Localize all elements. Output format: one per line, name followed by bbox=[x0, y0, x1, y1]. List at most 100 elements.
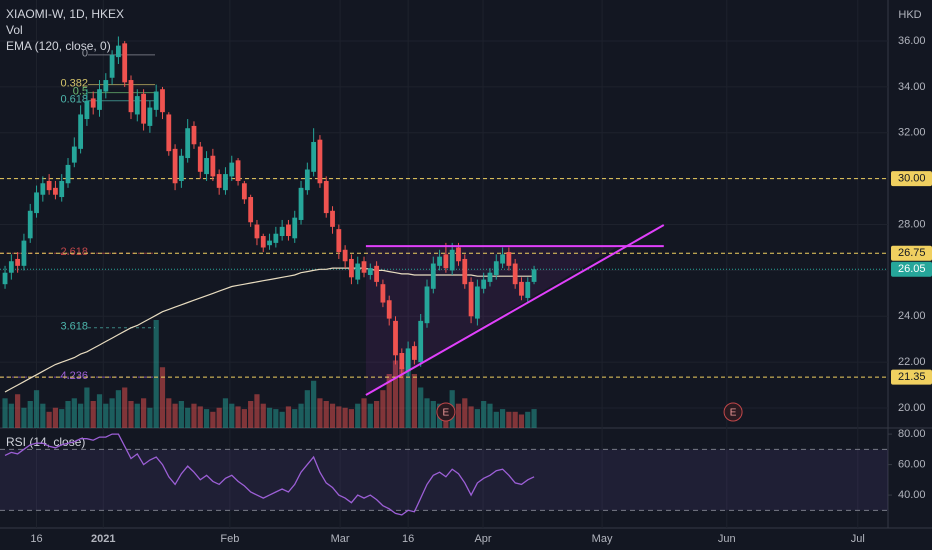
candle-body bbox=[336, 229, 342, 253]
candle-body bbox=[267, 240, 272, 246]
candle-body bbox=[512, 263, 518, 285]
volume-bar bbox=[512, 411, 518, 428]
price-line-tag bbox=[891, 245, 932, 261]
current-price-tag bbox=[891, 261, 932, 277]
candle-body bbox=[342, 249, 348, 262]
volume-bar bbox=[84, 387, 90, 428]
volume-bar bbox=[96, 394, 103, 428]
volume-bar bbox=[40, 403, 46, 428]
candle-body bbox=[330, 210, 335, 227]
candle-body bbox=[21, 240, 27, 266]
volume-bar bbox=[418, 387, 424, 428]
candle-body bbox=[27, 210, 33, 239]
candle-body bbox=[40, 183, 46, 195]
candle-body bbox=[8, 261, 14, 273]
volume-bar bbox=[140, 398, 147, 428]
candle-body bbox=[500, 254, 505, 264]
volume-bar bbox=[128, 401, 134, 428]
volume-bar bbox=[348, 409, 355, 428]
volume-bar bbox=[266, 407, 273, 428]
candle-body bbox=[279, 226, 285, 237]
candle-body bbox=[166, 114, 172, 152]
fib-label: 0.5 bbox=[73, 86, 88, 98]
volume-bar bbox=[455, 403, 462, 428]
volume-bar bbox=[493, 411, 499, 428]
y-tick-label: 22.00 bbox=[898, 356, 926, 368]
volume-bar bbox=[518, 414, 525, 428]
price-line-tag bbox=[891, 171, 932, 187]
candle-body bbox=[430, 263, 436, 289]
candle-body bbox=[412, 346, 417, 360]
price-line-label: 30.00 bbox=[898, 173, 926, 185]
candle-body bbox=[90, 98, 96, 108]
candle-body bbox=[474, 286, 480, 319]
candle-body bbox=[449, 249, 455, 271]
candle-body bbox=[399, 352, 405, 370]
volume-bar bbox=[185, 407, 191, 428]
rsi-line bbox=[4, 433, 535, 516]
volume-bar bbox=[506, 411, 512, 428]
volume-bar bbox=[103, 403, 109, 428]
volume-bar bbox=[122, 387, 128, 428]
volume-bar bbox=[52, 407, 59, 428]
candle-body bbox=[204, 158, 209, 175]
candle-body bbox=[311, 141, 317, 172]
candle-body bbox=[367, 268, 373, 276]
volume-bar bbox=[430, 401, 436, 428]
volume-bar bbox=[487, 403, 493, 428]
candle-body bbox=[487, 272, 493, 282]
volume-bar bbox=[191, 403, 197, 428]
volume-bar bbox=[474, 409, 480, 428]
candle-body bbox=[298, 187, 304, 220]
volume-bar bbox=[15, 394, 21, 428]
volume-bar bbox=[399, 367, 405, 428]
volume-bar bbox=[468, 406, 474, 428]
x-tick-label: Mar bbox=[331, 533, 350, 545]
volume-bar bbox=[229, 403, 235, 428]
candle-body bbox=[468, 281, 474, 317]
volume-bar bbox=[260, 403, 266, 428]
candle-body bbox=[531, 269, 537, 282]
candle-body bbox=[456, 247, 461, 262]
candle-body bbox=[393, 320, 398, 356]
price-line-label: 26.75 bbox=[898, 247, 926, 259]
volume-bar bbox=[273, 409, 279, 428]
candle-body bbox=[78, 114, 84, 149]
y-tick-label: 32.00 bbox=[898, 127, 926, 139]
volume-label: Vol bbox=[6, 23, 23, 37]
volume-bar bbox=[386, 374, 392, 428]
volume-bar bbox=[166, 398, 172, 428]
current-price-label: 26.05 bbox=[898, 263, 926, 275]
volume-bar bbox=[210, 411, 216, 428]
candle-body bbox=[141, 93, 146, 124]
volume-bar bbox=[78, 403, 84, 428]
volume-bar bbox=[203, 409, 210, 428]
candle-body bbox=[248, 197, 254, 223]
currency: HKD bbox=[898, 9, 921, 21]
candle-body bbox=[46, 180, 52, 191]
volume-bar bbox=[481, 401, 487, 428]
candle-body bbox=[103, 80, 109, 92]
volume-bar bbox=[336, 406, 342, 428]
candle-body bbox=[443, 254, 449, 269]
volume-bar bbox=[241, 409, 247, 428]
candle-body bbox=[185, 128, 191, 159]
rsi-tick-label: 40.00 bbox=[898, 489, 926, 501]
candle-body bbox=[153, 91, 159, 110]
volume-bar bbox=[424, 398, 430, 428]
volume-bar bbox=[355, 403, 361, 428]
y-tick-label: 34.00 bbox=[898, 81, 926, 93]
candle-body bbox=[286, 224, 291, 237]
ema-line bbox=[4, 267, 535, 393]
volume-bar bbox=[298, 403, 304, 428]
candle-body bbox=[84, 100, 90, 120]
volume-bar bbox=[222, 398, 229, 428]
volume-bar bbox=[65, 401, 71, 428]
y-tick-label: 28.00 bbox=[898, 218, 926, 230]
volume-bar bbox=[197, 406, 203, 428]
candle-body bbox=[116, 45, 121, 58]
candle-body bbox=[2, 272, 8, 285]
candle-body bbox=[355, 263, 361, 280]
earnings-label: E bbox=[443, 408, 450, 419]
